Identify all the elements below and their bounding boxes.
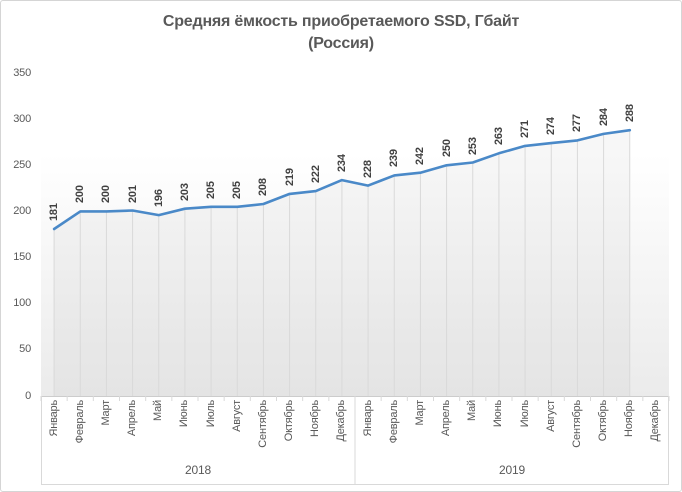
x-month-label: Апрель	[440, 400, 453, 437]
data-label: 200	[100, 185, 113, 204]
x-month-label: Март	[413, 400, 426, 426]
x-month-label: Сентябрь	[570, 400, 583, 448]
data-label: 271	[519, 120, 532, 138]
x-month-label: Июнь	[178, 400, 191, 428]
data-label: 200	[74, 185, 87, 204]
data-label: 284	[597, 108, 610, 126]
x-month-label: Июль	[204, 400, 217, 428]
data-label: 239	[388, 149, 401, 168]
x-month-label: Январь	[47, 400, 60, 437]
data-label: 263	[492, 127, 505, 146]
y-tick-label: 150	[13, 251, 31, 264]
x-month-label: Февраль	[73, 400, 86, 444]
x-month-label: Август	[230, 400, 243, 432]
data-label: 203	[178, 182, 191, 201]
data-label: 250	[440, 139, 453, 158]
data-label: 196	[152, 189, 165, 208]
y-tick-label: 250	[13, 158, 31, 171]
x-month-label: Сентябрь	[256, 400, 269, 448]
year-label: 2019	[499, 463, 525, 477]
y-tick-label: 350	[13, 66, 31, 79]
y-tick-label: 300	[13, 112, 31, 125]
x-month-label: Декабрь	[649, 400, 662, 442]
data-label: 288	[623, 104, 636, 123]
x-month-label: Июль	[518, 400, 531, 428]
x-month-label: Декабрь	[335, 400, 348, 442]
data-label: 277	[571, 114, 584, 133]
plot-background	[41, 73, 669, 396]
y-tick-label: 200	[13, 204, 31, 217]
x-month-label: Апрель	[126, 400, 139, 437]
year-label: 2018	[185, 463, 211, 477]
data-label: 181	[48, 203, 61, 221]
data-label: 205	[205, 181, 218, 199]
data-label: 242	[414, 146, 427, 165]
y-tick-label: 50	[19, 343, 31, 356]
series-line	[52, 128, 632, 231]
x-month-label: Май	[152, 400, 165, 421]
data-label: 234	[335, 154, 348, 173]
x-month-label: Январь	[361, 400, 374, 437]
x-month-label: Февраль	[387, 400, 400, 444]
x-month-label: Октябрь	[597, 400, 610, 442]
data-label: 201	[126, 184, 139, 203]
data-label: 208	[257, 178, 270, 197]
data-label: 222	[309, 165, 322, 184]
x-month-label: Июнь	[492, 400, 505, 428]
y-tick-label: 100	[13, 297, 31, 310]
x-month-label: Март	[99, 400, 112, 426]
data-label: 205	[231, 181, 244, 199]
x-month-label: Май	[466, 400, 479, 421]
chart-title-line2: (Россия)	[308, 35, 374, 52]
y-tick-label: 0	[25, 389, 31, 402]
x-month-label: Ноябрь	[309, 400, 322, 437]
x-month-label: Ноябрь	[623, 400, 636, 437]
data-label: 228	[362, 159, 375, 178]
chart-title-line1: Средняя ёмкость приобретаемого SSD, Гбай…	[162, 13, 520, 30]
data-label: 219	[283, 168, 296, 186]
x-month-label: Август	[544, 400, 557, 432]
data-label: 274	[545, 117, 558, 136]
data-label: 253	[466, 136, 479, 155]
chart-title: Средняя ёмкость приобретаемого SSD, Гбай…	[1, 11, 681, 55]
x-month-label: Октябрь	[283, 400, 296, 442]
